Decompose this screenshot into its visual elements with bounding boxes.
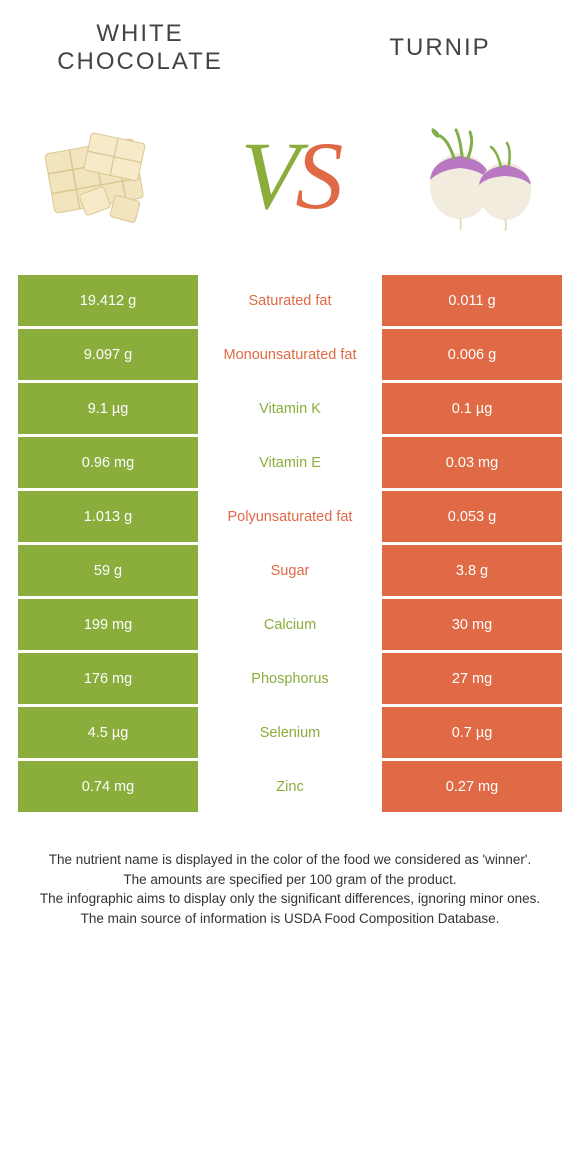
title-text: TURNIP bbox=[389, 34, 490, 61]
title-text: WHITE bbox=[96, 20, 183, 47]
nutrient-name: Sugar bbox=[200, 545, 380, 596]
left-value: 19.412 g bbox=[18, 275, 198, 326]
table-row: 176 mgPhosphorus27 mg bbox=[18, 653, 562, 704]
vs-s: S bbox=[295, 120, 339, 231]
table-row: 9.097 gMonounsaturated fat0.006 g bbox=[18, 329, 562, 380]
table-row: 19.412 gSaturated fat0.011 g bbox=[18, 275, 562, 326]
footer-line: The infographic aims to display only the… bbox=[30, 889, 550, 909]
table-row: 0.74 mgZinc0.27 mg bbox=[18, 761, 562, 812]
left-food-title: WHITE CHOCOLATE bbox=[40, 20, 240, 75]
footer-line: The main source of information is USDA F… bbox=[30, 909, 550, 929]
nutrient-name: Monounsaturated fat bbox=[200, 329, 380, 380]
right-value: 0.7 µg bbox=[382, 707, 562, 758]
nutrient-name: Polyunsaturated fat bbox=[200, 491, 380, 542]
nutrient-name: Calcium bbox=[200, 599, 380, 650]
table-row: 9.1 µgVitamin K0.1 µg bbox=[18, 383, 562, 434]
header: WHITE CHOCOLATE TURNIP bbox=[0, 0, 580, 85]
vs-v: V bbox=[241, 120, 296, 231]
right-value: 27 mg bbox=[382, 653, 562, 704]
left-value: 199 mg bbox=[18, 599, 198, 650]
footer-line: The nutrient name is displayed in the co… bbox=[30, 850, 550, 870]
right-value: 0.053 g bbox=[382, 491, 562, 542]
nutrient-name: Zinc bbox=[200, 761, 380, 812]
nutrient-name: Vitamin K bbox=[200, 383, 380, 434]
right-value: 3.8 g bbox=[382, 545, 562, 596]
table-row: 1.013 gPolyunsaturated fat0.053 g bbox=[18, 491, 562, 542]
right-value: 30 mg bbox=[382, 599, 562, 650]
left-value: 59 g bbox=[18, 545, 198, 596]
left-value: 9.097 g bbox=[18, 329, 198, 380]
table-row: 59 gSugar3.8 g bbox=[18, 545, 562, 596]
left-value: 9.1 µg bbox=[18, 383, 198, 434]
right-value: 0.011 g bbox=[382, 275, 562, 326]
white-chocolate-image bbox=[25, 100, 175, 250]
table-row: 199 mgCalcium30 mg bbox=[18, 599, 562, 650]
nutrient-name: Phosphorus bbox=[200, 653, 380, 704]
nutrient-name: Saturated fat bbox=[200, 275, 380, 326]
left-value: 0.74 mg bbox=[18, 761, 198, 812]
left-value: 176 mg bbox=[18, 653, 198, 704]
footer-notes: The nutrient name is displayed in the co… bbox=[0, 815, 580, 928]
turnip-image bbox=[405, 100, 555, 250]
nutrient-name: Vitamin E bbox=[200, 437, 380, 488]
left-value: 0.96 mg bbox=[18, 437, 198, 488]
comparison-table: 19.412 gSaturated fat0.011 g9.097 gMonou… bbox=[0, 275, 580, 812]
vs-label: VS bbox=[241, 120, 340, 231]
footer-line: The amounts are specified per 100 gram o… bbox=[30, 870, 550, 890]
right-food-title: TURNIP bbox=[340, 34, 540, 62]
title-text: CHOCOLATE bbox=[57, 48, 223, 75]
right-value: 0.27 mg bbox=[382, 761, 562, 812]
hero-row: VS bbox=[0, 85, 580, 275]
table-row: 4.5 µgSelenium0.7 µg bbox=[18, 707, 562, 758]
right-value: 0.03 mg bbox=[382, 437, 562, 488]
nutrient-name: Selenium bbox=[200, 707, 380, 758]
table-row: 0.96 mgVitamin E0.03 mg bbox=[18, 437, 562, 488]
right-value: 0.1 µg bbox=[382, 383, 562, 434]
left-value: 1.013 g bbox=[18, 491, 198, 542]
right-value: 0.006 g bbox=[382, 329, 562, 380]
left-value: 4.5 µg bbox=[18, 707, 198, 758]
